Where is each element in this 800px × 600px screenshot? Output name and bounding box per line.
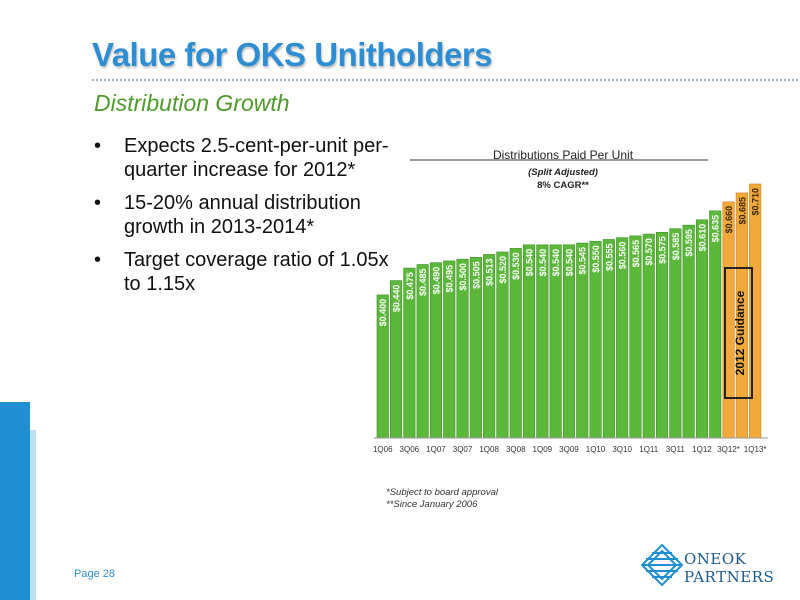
chart-title: Distributions Paid Per Unit [493,148,634,162]
bullet-text: Target coverage ratio of 1.05x to 1.15x [124,249,389,295]
bar-value-label: $0.575 [658,236,668,264]
bar-value-label: $0.540 [564,249,574,277]
bullet-item: • 15-20% annual distribution growth in 20… [92,191,392,239]
bar-value-label: $0.485 [418,268,428,296]
bar [695,219,709,439]
bar-value-label: $0.500 [458,263,468,291]
bullet-symbol: • [94,249,102,271]
x-tick-label: 3Q12* [717,445,740,454]
bullet-text: Expects 2.5-cent-per-unit per-quarter in… [124,135,389,181]
bar-value-label: $0.560 [618,242,628,270]
bullet-text: 15-20% annual distribution growth in 201… [124,192,361,238]
bar-value-label: $0.540 [551,249,561,277]
logo-text-line2: PARTNERS [684,568,775,586]
x-tick-label: 3Q09 [559,445,579,454]
bar-value-label: $0.490 [431,267,441,295]
bar-value-label: $0.610 [697,224,707,252]
bullet-item: • Expects 2.5-cent-per-unit per-quarter i… [92,134,392,182]
decorative-left-bar [0,402,30,600]
chart-subtitle: (Split Adjusted) [528,167,598,178]
guidance-box [724,267,753,399]
bar-value-label: $0.585 [671,233,681,261]
bar-value-label: $0.595 [684,229,694,257]
bar-value-label: $0.520 [498,256,508,284]
footnote-2: **Since January 2006 [386,499,478,510]
bar-value-label: $0.555 [604,243,614,271]
x-tick-label: 3Q07 [453,445,473,454]
bar-value-label: $0.495 [445,265,455,293]
bar-value-label: $0.475 [405,272,415,300]
bar-value-label: $0.545 [578,247,588,275]
bullet-list: • Expects 2.5-cent-per-unit per-quarter i… [92,134,392,305]
x-tick-label: 1Q09 [533,445,553,454]
x-tick-label: 1Q11 [639,445,659,454]
bar-value-label: $0.685 [737,197,747,225]
guidance-label: 2012 Guidance [733,290,747,375]
x-tick-label: 1Q13* [744,445,767,454]
bar-value-label: $0.565 [631,240,641,268]
bar-group [376,183,762,439]
bar [709,210,722,439]
logo-text-line1: ONEOK [684,550,747,568]
bar-value-label: $0.505 [471,261,481,289]
decorative-left-bar-light [30,430,36,600]
bar-value-label: $0.635 [711,215,721,243]
bullet-symbol: • [94,192,102,214]
bullet-symbol: • [94,135,102,157]
bar-value-label: $0.530 [511,252,521,280]
bullet-item: • Target coverage ratio of 1.05x to 1.15x [92,248,392,296]
x-tick-label: 1Q07 [426,445,446,454]
chart-cagr-label: 8% CAGR** [537,180,589,191]
footnote-1: *Subject to board approval [386,487,498,498]
bar-value-label: $0.540 [538,249,548,277]
bar-value-label: $0.710 [751,188,761,216]
oneok-partners-logo-icon [640,543,684,587]
bar-value-label: $0.513 [485,258,495,286]
x-tick-label: 1Q08 [479,445,499,454]
x-tick-label: 3Q08 [506,445,526,454]
bar-value-label: $0.550 [591,245,601,273]
title-divider [92,79,798,81]
x-tick-label: 1Q12 [692,445,712,454]
bar-value-label: $0.570 [644,238,654,266]
value-label-group: $0.400$0.440 $0.475 $0.485 $0.490 $0.495 $0.5… [378,188,760,326]
x-tick-label: 1Q10 [586,445,606,454]
slide-subtitle: Distribution Growth [94,90,290,116]
x-tick-label: 3Q10 [612,445,632,454]
x-tick-label: 3Q06 [400,445,420,454]
bar-value-label: $0.440 [392,285,402,313]
x-tick-group: 1Q06 3Q06 1Q07 3Q07 1Q08 3Q08 1Q09 3Q09 1Q10 3Q10… [373,445,767,454]
bar-value-label: $0.660 [724,206,734,234]
slide-title: Value for OKS Unitholders [92,36,493,73]
x-tick-label: 3Q11 [666,445,686,454]
bar-value-label: $0.400 [378,299,388,327]
page-number: Page 28 [74,568,115,580]
x-tick-label: 1Q06 [373,445,393,454]
bar-value-label: $0.540 [525,249,535,277]
